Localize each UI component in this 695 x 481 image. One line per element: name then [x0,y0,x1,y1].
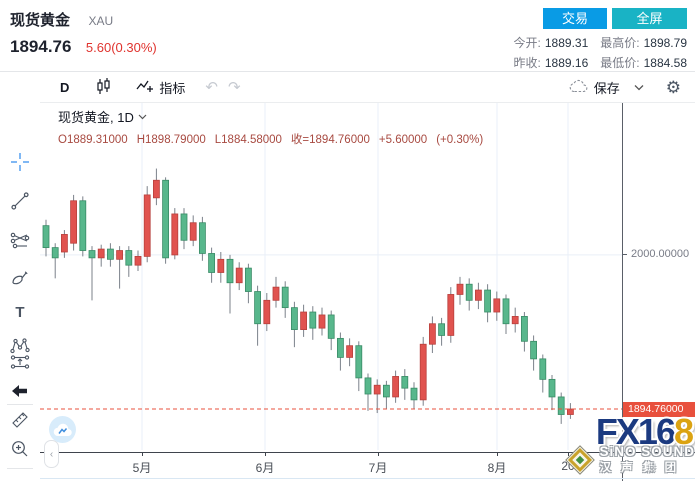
drawing-tools-sidebar: T [0,72,40,481]
fx168-logo-blue: FX16 [595,411,676,452]
cloud-sync-button[interactable] [49,416,76,443]
low-label: 最低价: [600,56,640,70]
open-label: 今开: [513,36,541,50]
toolbar-right: 保存 ⚙ [568,77,681,97]
time-axis-tick [497,452,498,456]
long-position-tool-icon[interactable] [9,351,31,373]
daily-stats: 今开: 1889.31 最高价: 1898.79 昨收: 1889.16 最低价: 1884… [514,33,687,73]
prev-close-label: 昨收: [513,56,541,70]
ohlc-change-pct: (+0.30%) [436,134,484,146]
stats-row-2: 昨收: 1889.16 最低价: 1884.58 [514,53,687,73]
price-axis-tick [622,254,627,255]
sino-sound-logo: SiNO SOUND 汉 声 集 团 ☼ [563,442,695,478]
ohlc-close: 收=1894.76000 [290,134,370,146]
chart-legend: 现货黄金, 1D O1889.31000 H1898.79000 L1884.580… [58,107,492,147]
time-axis[interactable] [40,452,695,453]
time-axis-tick [378,452,379,456]
time-axis-label: 5月 [132,461,152,475]
header-divider [0,71,695,72]
xabcd-pattern-icon[interactable] [9,335,31,357]
bottom-edge [0,478,695,479]
candlestick-series [40,103,622,450]
sino-chinese-name: 汉 声 集 团 [599,462,680,475]
settings-gear-icon[interactable]: ⚙ [665,77,681,97]
header-buttons: 交易 全屏 [543,8,687,29]
time-axis-tick [265,452,266,456]
cloud-chart-icon [53,423,72,436]
indicator-icon [135,77,155,98]
stats-row-1: 今开: 1889.31 最高价: 1898.79 [514,33,687,53]
last-price: 1894.76 [10,37,72,56]
time-axis-label: 8月 [487,461,507,475]
indicators-label: 指标 [159,80,186,96]
gann-tools-icon[interactable] [9,229,31,251]
save-button[interactable]: 保存 [568,77,620,97]
time-axis-label: 7月 [368,461,388,475]
series-chevron-icon [138,114,147,119]
trend-line-icon[interactable] [9,190,31,212]
undo-button[interactable]: ↶ [205,79,218,96]
ohlc-low: L1884.58000 [214,134,282,146]
trade-button[interactable]: 交易 [543,8,607,29]
price-axis-label: 2000.00000 [631,248,690,260]
high-value: 1898.79 [643,36,687,50]
ohlc-change: +5.60000 [378,134,428,146]
sidebar-divider [7,468,33,469]
high-label: 最高价: [600,36,640,50]
back-arrow-icon[interactable] [9,380,31,402]
fx168-logo: FX168 [595,411,694,453]
instrument-header: 现货黄金 XAU [10,9,113,30]
candlestick-chart[interactable] [40,103,622,450]
ohlc-readout: O1889.31000 H1898.79000 L1884.58000 收=1894.… [58,131,492,147]
price-change: 5.60(0.30%) [85,40,157,55]
price-row: 1894.76 5.60(0.30%) [10,37,157,57]
save-label: 保存 [593,80,620,96]
crosshair-icon[interactable] [9,151,31,173]
redo-button[interactable]: ↷ [227,79,241,96]
indicators-button[interactable]: 指标 [135,77,185,98]
open-value: 1889.31 [544,36,589,50]
save-menu-chevron-icon[interactable] [634,84,644,91]
price-axis[interactable] [622,103,623,481]
low-value: 1884.58 [643,56,687,70]
sino-name: SiNO SOUND [599,444,695,460]
time-axis-tick [142,452,143,456]
sun-icon: ☼ [645,458,659,475]
candle-style-button[interactable] [93,76,113,99]
ruler-icon[interactable] [9,409,31,431]
text-tool-icon[interactable]: T [15,304,25,321]
fx168-logo-gold: 8 [673,411,694,452]
last-price-tag: 1894.76000 [623,402,695,417]
cloud-icon [568,77,589,97]
series-title[interactable]: 现货黄金, 1D [58,107,492,126]
instrument-symbol: XAU [88,14,114,28]
time-axis-tick [568,452,569,456]
sino-diamond-icon [565,445,596,475]
fullscreen-button[interactable]: 全屏 [612,8,687,29]
prev-close-value: 1889.16 [544,56,589,70]
brush-icon[interactable] [9,268,31,290]
interval-button[interactable]: D [60,79,70,95]
sidebar-divider [7,404,33,405]
time-axis-label: 6月 [255,461,275,475]
ohlc-open: O1889.31000 [58,134,128,146]
zoom-in-icon[interactable] [9,438,31,460]
chart-toolbar: D 指标 ↶ ↷ [40,72,695,103]
collapse-toolbar-button[interactable]: ‹ [44,440,59,468]
sino-text-block: SiNO SOUND 汉 声 集 团 ☼ [599,444,695,475]
instrument-title: 现货黄金 [10,12,71,29]
ohlc-high: H1898.79000 [136,134,206,146]
series-title-label: 现货黄金, 1D [58,110,134,125]
candlestick-icon [93,76,113,99]
